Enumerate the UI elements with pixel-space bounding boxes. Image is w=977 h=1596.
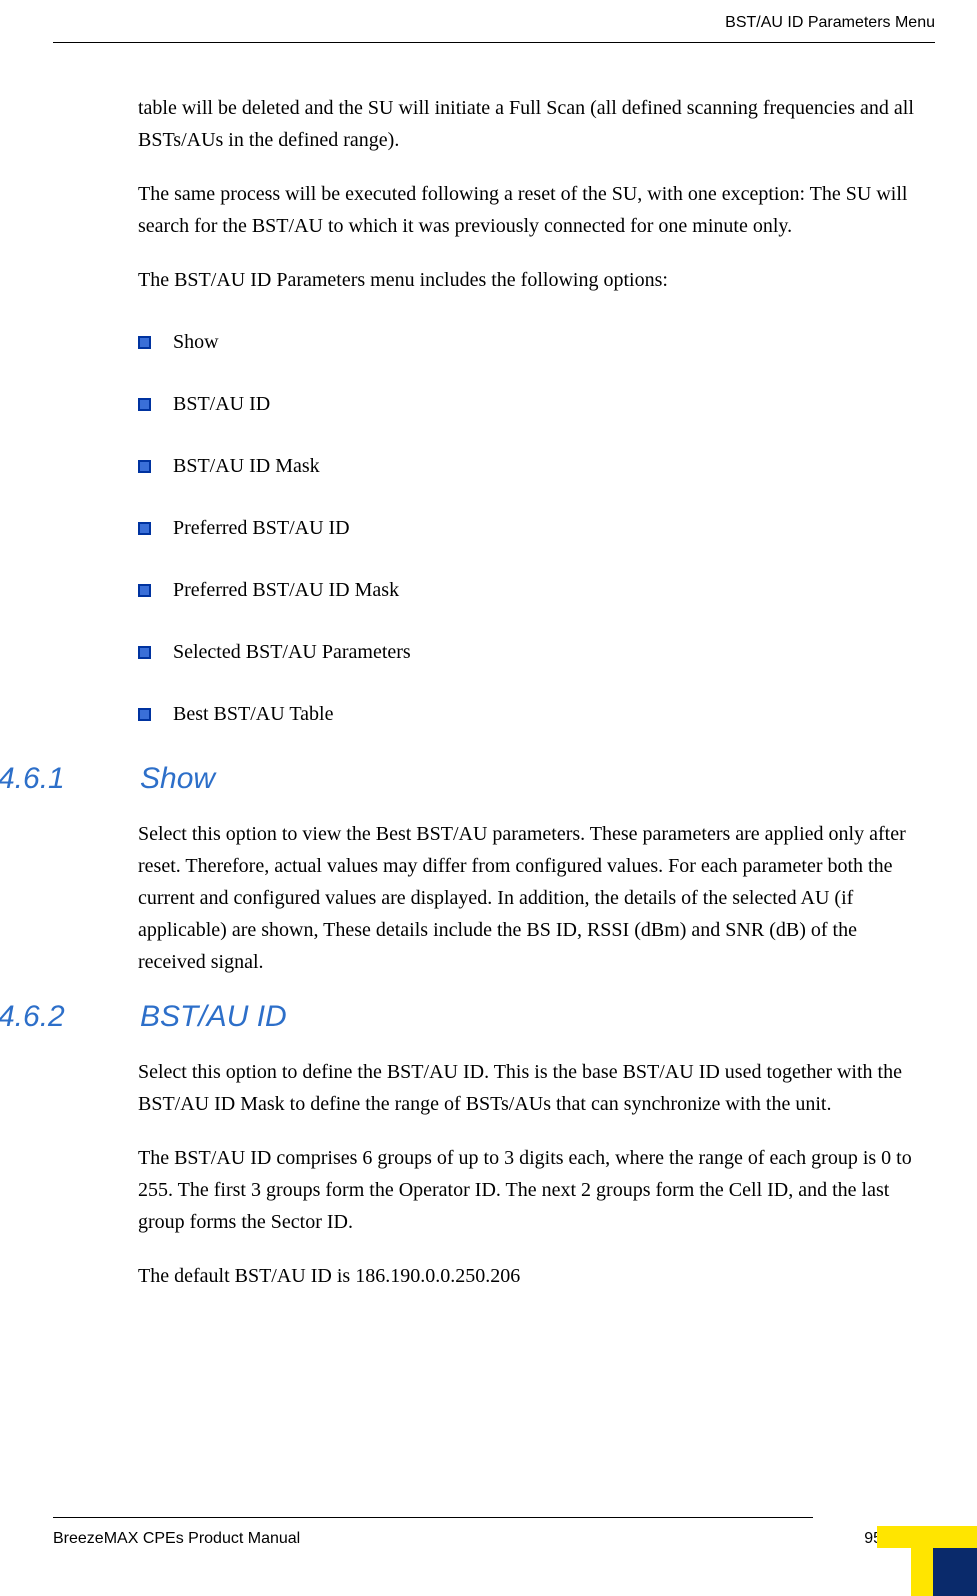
section-paragraph: Select this option to define the BST/AU … bbox=[138, 1056, 927, 1120]
list-item: Preferred BST/AU ID Mask bbox=[138, 576, 927, 604]
section-title: Show bbox=[140, 762, 215, 796]
header-right-text: BST/AU ID Parameters Menu bbox=[725, 14, 935, 32]
square-bullet-icon bbox=[138, 584, 151, 597]
section-heading: 4.6.2 BST/AU ID bbox=[0, 1000, 927, 1034]
top-horizontal-rule bbox=[53, 42, 935, 43]
list-item-label: Selected BST/AU Parameters bbox=[173, 638, 411, 666]
list-item: Preferred BST/AU ID bbox=[138, 514, 927, 542]
list-item-label: Preferred BST/AU ID Mask bbox=[173, 576, 399, 604]
page: BST/AU ID Parameters Menu table will be … bbox=[0, 0, 977, 1596]
corner-yellow-vertical bbox=[911, 1526, 933, 1596]
list-item-label: BST/AU ID Mask bbox=[173, 452, 320, 480]
list-item: Selected BST/AU Parameters bbox=[138, 638, 927, 666]
intro-paragraph-1: table will be deleted and the SU will in… bbox=[138, 92, 927, 156]
list-item: BST/AU ID bbox=[138, 390, 927, 418]
section-paragraph: The BST/AU ID comprises 6 groups of up t… bbox=[138, 1142, 927, 1238]
list-item-label: Preferred BST/AU ID bbox=[173, 514, 350, 542]
list-item: BST/AU ID Mask bbox=[138, 452, 927, 480]
list-item: Best BST/AU Table bbox=[138, 700, 927, 728]
section-heading: 4.6.1 Show bbox=[0, 762, 927, 796]
intro-paragraph-2: The same process will be executed follow… bbox=[138, 178, 927, 242]
footer-manual-title: BreezeMAX CPEs Product Manual bbox=[53, 1530, 300, 1548]
section-number: 4.6.1 bbox=[0, 762, 140, 796]
square-bullet-icon bbox=[138, 460, 151, 473]
square-bullet-icon bbox=[138, 398, 151, 411]
section-4-6-1: 4.6.1 Show Select this option to view th… bbox=[138, 762, 927, 978]
square-bullet-icon bbox=[138, 708, 151, 721]
list-item-label: Show bbox=[173, 328, 219, 356]
footer-horizontal-rule bbox=[53, 1517, 813, 1518]
section-paragraph: Select this option to view the Best BST/… bbox=[138, 818, 927, 978]
corner-decoration bbox=[877, 1511, 977, 1596]
square-bullet-icon bbox=[138, 646, 151, 659]
menu-options-list: Show BST/AU ID BST/AU ID Mask Preferred … bbox=[138, 328, 927, 728]
intro-paragraph-3: The BST/AU ID Parameters menu includes t… bbox=[138, 264, 927, 296]
section-paragraph: The default BST/AU ID is 186.190.0.0.250… bbox=[138, 1260, 927, 1292]
section-4-6-2: 4.6.2 BST/AU ID Select this option to de… bbox=[138, 1000, 927, 1292]
section-number: 4.6.2 bbox=[0, 1000, 140, 1034]
content-area: table will be deleted and the SU will in… bbox=[138, 92, 927, 1314]
square-bullet-icon bbox=[138, 336, 151, 349]
list-item-label: BST/AU ID bbox=[173, 390, 270, 418]
corner-blue-block bbox=[933, 1548, 977, 1596]
square-bullet-icon bbox=[138, 522, 151, 535]
list-item-label: Best BST/AU Table bbox=[173, 700, 333, 728]
section-title: BST/AU ID bbox=[140, 1000, 287, 1034]
list-item: Show bbox=[138, 328, 927, 356]
